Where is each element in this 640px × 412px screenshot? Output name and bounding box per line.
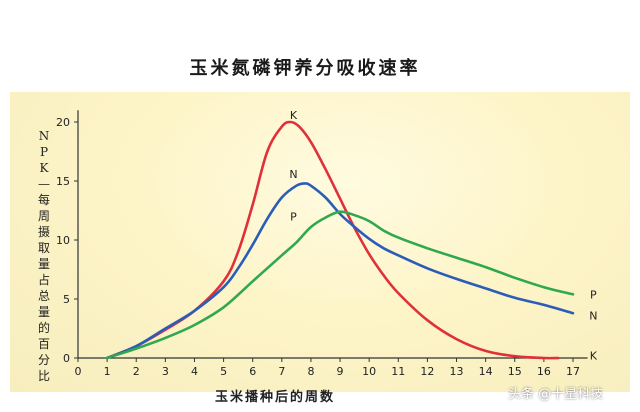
series-line-k (105, 120, 560, 360)
x-tick-label: 6 (249, 365, 256, 378)
y-axis-label: NPK—每周摄取量占总量的百分比 (37, 129, 50, 383)
series-label-p: P (590, 288, 597, 301)
x-tick-label: 10 (362, 365, 376, 378)
x-tick-label: 7 (278, 365, 285, 378)
x-tick-label: 1 (104, 365, 111, 378)
plot-background (10, 92, 630, 392)
series-label-n: N (589, 310, 597, 323)
x-tick-label: 11 (391, 365, 405, 378)
y-tick-label: 5 (63, 293, 70, 306)
x-axis-label: 玉米播种后的周数 (215, 390, 336, 405)
x-tick-label: 2 (133, 365, 140, 378)
y-tick-label: 0 (63, 352, 70, 365)
series-line-n (105, 182, 575, 360)
series-label-k: K (290, 109, 298, 122)
x-tick-label: 14 (479, 365, 493, 378)
x-tick-label: 15 (508, 365, 522, 378)
chart-title: 玉米氮磷钾养分吸收速率 (189, 58, 421, 79)
x-tick-label: 16 (537, 365, 551, 378)
x-tick-label: 5 (220, 365, 227, 378)
x-tick-label: 13 (450, 365, 464, 378)
series-label-n: N (289, 168, 297, 181)
y-tick-label: 15 (56, 175, 70, 188)
series-label-k: K (590, 350, 598, 363)
x-tick-label: 3 (162, 365, 169, 378)
y-tick-label: 20 (56, 116, 70, 129)
watermark: 头条 @十星科技 (508, 387, 604, 402)
series-line-p (105, 210, 575, 360)
y-tick-label: 10 (56, 234, 70, 247)
x-tick-label: 9 (337, 365, 344, 378)
x-tick-label: 4 (191, 365, 198, 378)
x-tick-label: 8 (307, 365, 314, 378)
series-label-p: P (290, 210, 297, 223)
x-tick-label: 17 (566, 365, 580, 378)
x-tick-label: 0 (75, 365, 82, 378)
x-tick-label: 12 (420, 365, 434, 378)
